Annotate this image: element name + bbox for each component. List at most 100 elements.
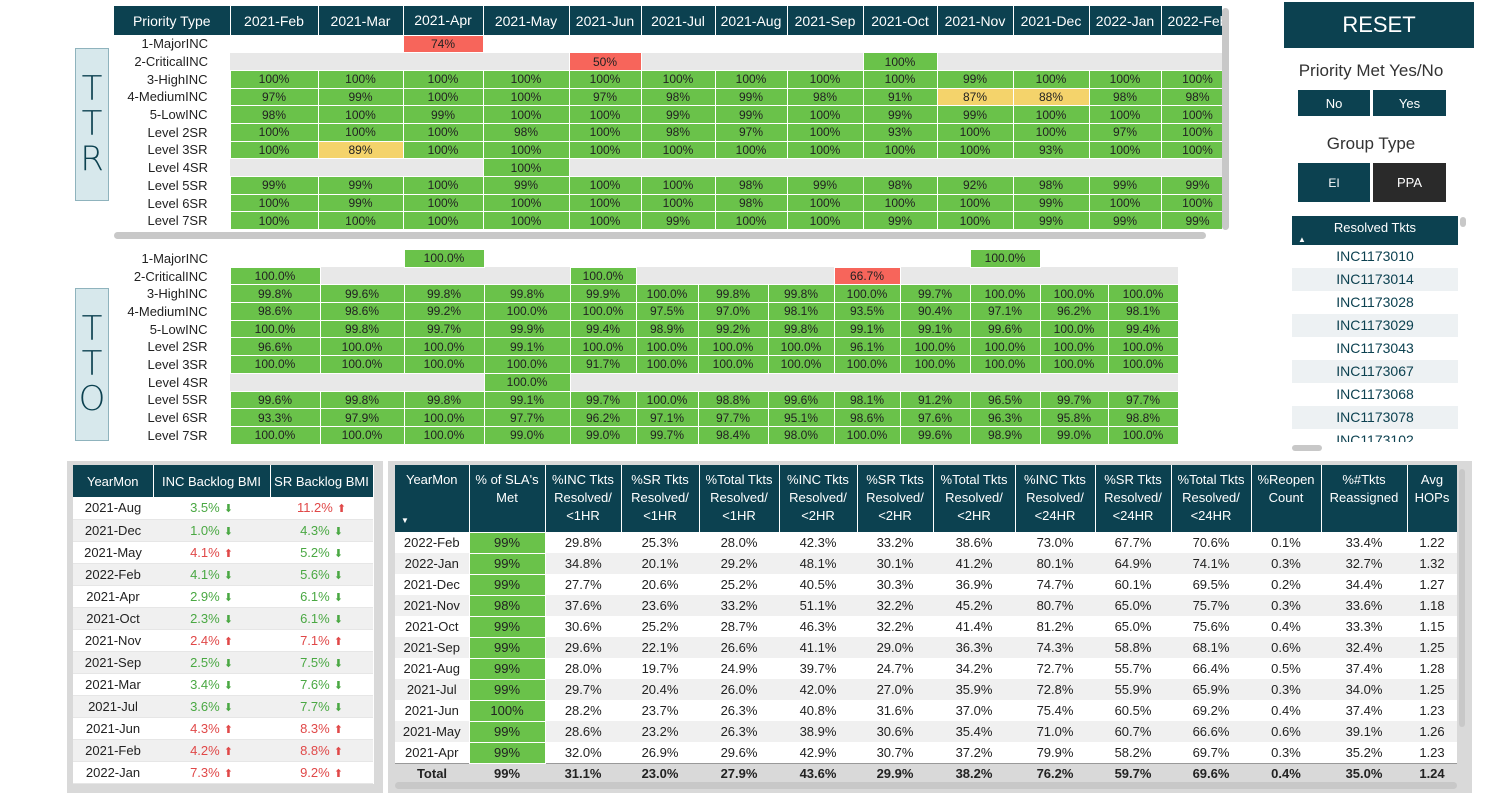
matrix-cell[interactable]: 100%	[786, 211, 864, 231]
matrix-cell[interactable]: 100.0%	[1107, 337, 1178, 357]
matrix-cell[interactable]: 100.0%	[635, 337, 699, 357]
matrix-cell[interactable]: 100.0%	[483, 355, 571, 374]
matrix-cell[interactable]: 99.8%	[697, 284, 769, 304]
matrix-cell[interactable]: 100%	[402, 211, 484, 231]
matrix-cell[interactable]: 100%	[786, 140, 864, 160]
matrix-cell[interactable]: 100%	[640, 176, 716, 195]
matrix-cell[interactable]: 99%	[402, 105, 484, 124]
matrix-cell[interactable]: 74%	[402, 34, 484, 54]
matrix-cell[interactable]	[1161, 52, 1222, 71]
matrix-cell[interactable]: 99.8%	[403, 284, 485, 304]
resolved-tkt-item[interactable]: INC1173078	[1292, 406, 1458, 429]
matrix-cell[interactable]: 99%	[1160, 211, 1222, 231]
matrix-cell[interactable]	[636, 373, 698, 391]
summary-header[interactable]: %INC Tkts Resolved/ <2HR	[779, 465, 858, 532]
matrix-cell[interactable]: 99.1%	[483, 390, 571, 410]
matrix-cell[interactable]: 100%	[482, 69, 570, 89]
summary-header[interactable]: %SR Tkts Resolved/ <1HR	[621, 465, 700, 532]
matrix-cell[interactable]: 99.0%	[569, 425, 637, 444]
resolved-tkt-item[interactable]: INC1173028	[1336, 294, 1414, 310]
matrix-cell[interactable]	[570, 373, 636, 391]
matrix-cell[interactable]: 100.0%	[403, 355, 485, 374]
matrix-cell[interactable]: 100%	[402, 87, 484, 107]
matrix-cell[interactable]: 100.0%	[635, 284, 699, 304]
matrix-cell[interactable]: 99.6%	[969, 319, 1041, 339]
matrix-cell[interactable]	[970, 267, 1040, 285]
matrix-cell[interactable]: 99%	[862, 211, 938, 231]
matrix-cell[interactable]: 99%	[936, 105, 1014, 124]
matrix-cell[interactable]: 99.6%	[899, 425, 971, 444]
matrix-cell[interactable]	[230, 373, 320, 391]
matrix-cell[interactable]	[1161, 158, 1222, 177]
matrix-cell[interactable]	[1108, 267, 1178, 285]
header-month[interactable]: 2021-Nov	[937, 6, 1014, 35]
matrix-cell[interactable]: 100%	[317, 69, 404, 89]
matrix-cell[interactable]: 99%	[229, 176, 319, 195]
matrix-cell[interactable]: 100.0%	[899, 337, 971, 357]
matrix-cell[interactable]: 92%	[936, 176, 1014, 195]
matrix-cell[interactable]: 100%	[786, 193, 864, 213]
matrix-cell[interactable]: 100%	[786, 122, 864, 142]
matrix-cell[interactable]	[1089, 52, 1161, 71]
summary-header[interactable]: %#Tkts Reassigned	[1321, 465, 1408, 532]
matrix-cell[interactable]: 100.0%	[899, 355, 971, 374]
matrix-cell[interactable]: 100%	[568, 105, 642, 124]
matrix-cell[interactable]: 99%	[1088, 176, 1162, 195]
matrix-cell[interactable]: 99.8%	[403, 390, 485, 410]
matrix-cell[interactable]: 100%	[229, 122, 319, 142]
matrix-cell[interactable]: 95.1%	[767, 408, 835, 427]
matrix-cell[interactable]: 99%	[786, 176, 864, 195]
matrix-cell[interactable]: 100%	[482, 158, 570, 177]
matrix-cell[interactable]: 98.9%	[635, 319, 699, 339]
matrix-cell[interactable]: 97%	[568, 87, 642, 107]
matrix-cell[interactable]: 96.5%	[969, 390, 1041, 410]
matrix-cell[interactable]: 99.9%	[483, 319, 571, 339]
header-month[interactable]: 2021-Dec	[1013, 6, 1090, 35]
matrix-cell[interactable]	[768, 250, 834, 268]
matrix-cell[interactable]: 100%	[317, 105, 404, 124]
summary-header[interactable]: %Total Tkts Resolved/ <2HR	[933, 465, 1016, 532]
matrix-cell[interactable]: 100.0%	[1107, 425, 1178, 444]
matrix-cell[interactable]: 91%	[862, 87, 938, 107]
matrix-cell[interactable]: 97.0%	[697, 302, 769, 321]
matrix-cell[interactable]	[641, 158, 715, 177]
matrix-cell[interactable]: 99.4%	[569, 319, 637, 339]
matrix-cell[interactable]: 98.0%	[767, 425, 835, 444]
matrix-cell[interactable]	[484, 250, 570, 268]
matrix-cell[interactable]: 99.7%	[569, 390, 637, 410]
matrix-cell[interactable]	[698, 373, 768, 391]
matrix-cell[interactable]	[320, 267, 404, 285]
resolved-tkts-header[interactable]: Resolved Tkts ▲	[1292, 216, 1458, 245]
group-type-ei-button[interactable]: EI	[1297, 162, 1371, 203]
matrix-cell[interactable]	[1013, 35, 1089, 53]
matrix-cell[interactable]	[768, 267, 834, 285]
matrix-cell[interactable]: 96.2%	[569, 408, 637, 427]
matrix-cell[interactable]: 97.7%	[697, 408, 769, 427]
matrix-cell[interactable]: 100%	[1088, 105, 1162, 124]
matrix-cell[interactable]: 100%	[317, 122, 404, 142]
matrix-cell[interactable]: 98%	[1160, 87, 1222, 107]
matrix-cell[interactable]	[937, 52, 1013, 71]
matrix-cell[interactable]: 100%	[786, 105, 864, 124]
matrix-cell[interactable]: 100.0%	[635, 355, 699, 374]
matrix-cell[interactable]: 99.7%	[635, 425, 699, 444]
matrix-cell[interactable]: 100%	[482, 105, 570, 124]
matrix-cell[interactable]: 100.0%	[403, 425, 485, 444]
matrix-cell[interactable]: 98.6%	[319, 302, 405, 321]
matrix-cell[interactable]: 99%	[1088, 211, 1162, 231]
matrix-cell[interactable]: 100.0%	[1107, 355, 1178, 374]
matrix-cell[interactable]	[570, 250, 636, 268]
matrix-cell[interactable]	[1108, 373, 1178, 391]
matrix-cell[interactable]: 100.0%	[483, 372, 571, 392]
matrix-cell[interactable]: 99.1%	[833, 319, 901, 339]
matrix-cell[interactable]: 100%	[786, 69, 864, 89]
matrix-cell[interactable]	[318, 52, 403, 71]
matrix-cell[interactable]: 97.9%	[319, 408, 405, 427]
matrix-cell[interactable]: 98.9%	[969, 425, 1041, 444]
matrix-cell[interactable]	[937, 35, 1013, 53]
matrix-cell[interactable]: 88%	[1012, 87, 1090, 107]
matrix-cell[interactable]: 99.7%	[403, 319, 485, 339]
matrix-cell[interactable]	[970, 373, 1040, 391]
matrix-cell[interactable]: 99%	[1160, 176, 1222, 195]
matrix-cell[interactable]: 99.7%	[1039, 390, 1109, 410]
